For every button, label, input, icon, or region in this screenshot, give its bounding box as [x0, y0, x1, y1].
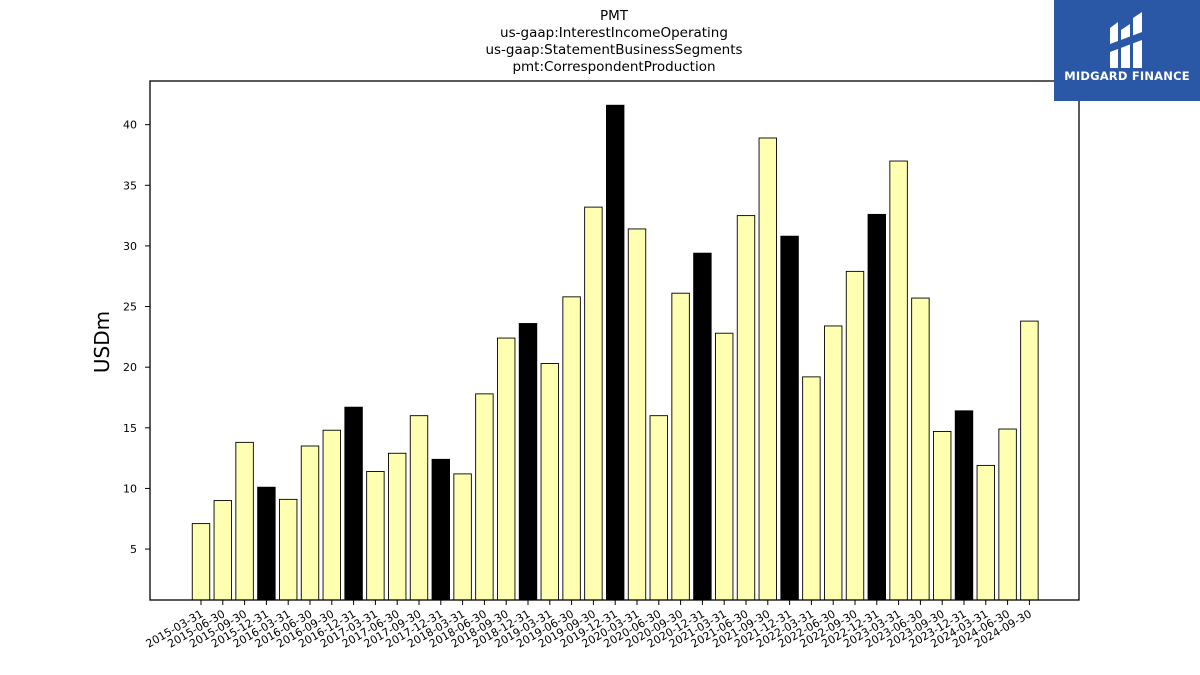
bar-2015-09-30	[235, 441, 254, 601]
bar-2023-06-30	[911, 297, 930, 601]
bar-2019-12-31	[606, 104, 625, 601]
y-tick-label: 30	[123, 240, 137, 253]
bar-2018-09-30	[497, 337, 516, 601]
bar-2018-03-31	[453, 473, 472, 601]
bar-2023-12-31	[954, 410, 974, 601]
bar-2021-03-31	[715, 332, 734, 601]
bar-series	[191, 104, 1039, 601]
bar-2024-06-30	[998, 428, 1017, 601]
brand-logo-text: MIDGARD FINANCE	[1064, 69, 1190, 83]
plot-frame	[149, 80, 1080, 601]
bar-2019-09-30	[584, 206, 603, 601]
bar-2022-09-30	[845, 270, 865, 601]
bar-2020-06-30	[649, 415, 668, 601]
y-tick-label: 15	[123, 422, 137, 435]
bar-2020-12-31	[693, 252, 712, 601]
y-tick-label: 20	[123, 361, 137, 374]
bar-2017-03-31	[366, 471, 385, 601]
bar-2021-12-31	[780, 235, 799, 601]
bar-2021-09-30	[758, 137, 777, 601]
bar-2017-06-30	[388, 452, 407, 601]
y-axis: 5 10 15 20 25 30 35 40	[123, 119, 150, 556]
bar-2024-03-31	[976, 464, 995, 601]
bar-2023-03-31	[889, 160, 908, 601]
y-tick-label: 35	[123, 179, 137, 192]
chart-title: PMT us-gaap:InterestIncomeOperating us-g…	[485, 8, 742, 75]
bar-2017-09-30	[409, 415, 429, 601]
bar-2019-03-31	[540, 363, 559, 601]
bar-2024-09-30	[1020, 320, 1039, 601]
bar-2022-12-31	[867, 213, 886, 601]
y-tick-label: 25	[123, 301, 137, 314]
chart-title-line-1: PMT	[600, 8, 629, 24]
bar-2019-06-30	[562, 296, 581, 601]
bar-2016-06-30	[300, 445, 320, 601]
chart-title-line-3: us-gaap:StatementBusinessSegments	[485, 42, 742, 58]
bar-2017-12-31	[431, 458, 450, 601]
y-tick-label: 10	[123, 482, 137, 495]
bar-2015-03-31	[191, 523, 211, 601]
bar-2022-03-31	[802, 376, 821, 601]
chart-title-line-2: us-gaap:InterestIncomeOperating	[500, 25, 728, 41]
bar-2018-06-30	[475, 393, 494, 601]
y-tick-label: 5	[130, 543, 137, 556]
bar-2015-06-30	[213, 500, 233, 601]
midgard-logo-icon	[1110, 12, 1142, 68]
y-axis-label: USDm	[90, 311, 114, 373]
bar-2018-12-31	[518, 323, 538, 601]
bar-2016-03-31	[279, 498, 298, 601]
y-tick-label: 40	[123, 119, 137, 132]
bar-2020-09-30	[671, 292, 690, 601]
chart-title-line-4: pmt:CorrespondentProduction	[512, 59, 715, 75]
bar-2021-06-30	[736, 215, 756, 601]
x-axis: 2015-03-312015-06-302015-09-302015-12-31…	[144, 600, 1034, 651]
brand-logo: MIDGARD FINANCE	[1054, 0, 1200, 101]
bar-2022-06-30	[824, 325, 843, 601]
bar-2015-12-31	[257, 486, 276, 601]
bar-2023-09-30	[933, 431, 952, 601]
bar-2020-03-31	[627, 228, 647, 601]
bar-2016-12-31	[344, 406, 363, 601]
bar-2016-09-30	[322, 429, 341, 601]
